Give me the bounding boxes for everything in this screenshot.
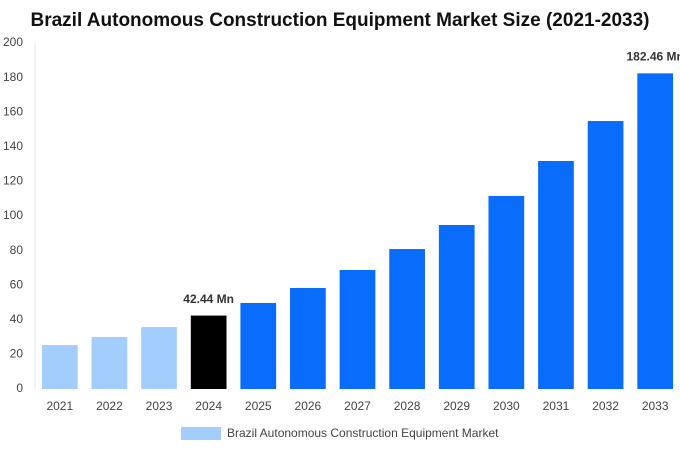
bar [91,336,128,389]
bar [240,303,277,389]
bar [141,327,177,389]
bar [190,315,227,389]
data-label: 182.46 Mn [627,50,680,64]
y-tick-label: 160 [3,104,23,118]
y-tick-label: 80 [10,243,24,257]
bar [538,160,574,389]
x-tick-label: 2025 [245,399,272,413]
x-tick-label: 2033 [642,399,669,413]
x-tick-label: 2028 [394,399,421,413]
bar [438,224,475,389]
data-label: 42.44 Mn [183,292,234,306]
bar [339,269,376,389]
x-tick-label: 2021 [46,399,73,413]
y-tick-label: 120 [3,174,23,188]
y-tick-label: 40 [10,312,24,326]
y-tick-label: 180 [3,70,23,84]
x-tick-label: 2030 [493,399,520,413]
x-tick-label: 2029 [443,399,470,413]
y-tick-label: 60 [10,277,24,291]
legend-swatch [181,427,221,440]
y-tick-label: 20 [10,347,24,361]
x-tick-label: 2023 [146,399,173,413]
bar [290,287,326,389]
legend-label: Brazil Autonomous Construction Equipment… [227,426,499,440]
x-tick-label: 2031 [543,399,570,413]
chart-title: Brazil Autonomous Construction Equipment… [30,10,649,31]
bar [587,121,624,389]
x-tick-label: 2027 [344,399,371,413]
y-tick-label: 140 [3,139,23,153]
x-tick-label: 2022 [96,399,123,413]
bar [637,73,674,389]
x-tick-label: 2032 [592,399,619,413]
y-tick-label: 100 [3,208,23,222]
y-tick-label: 0 [16,381,23,395]
bar [41,345,78,389]
bar [488,195,525,389]
y-tick-label: 200 [3,35,23,49]
bar [389,249,425,389]
x-tick-label: 2024 [195,399,222,413]
x-tick-label: 2026 [295,399,322,413]
